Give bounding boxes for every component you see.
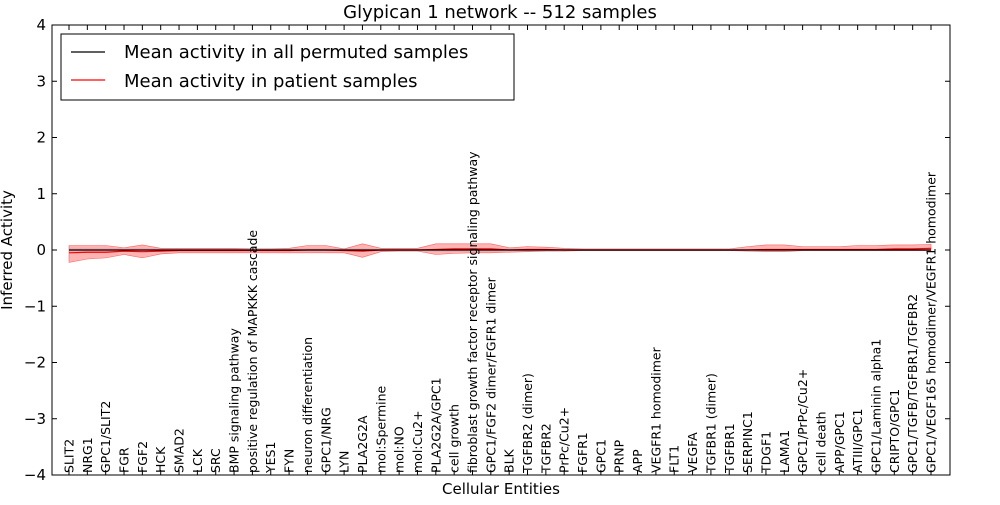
y-tick-label: 4 bbox=[36, 16, 46, 34]
x-tick-label: GPC1/SLIT2 bbox=[98, 401, 113, 473]
x-tick-label: positive regulation of MAPKKK cascade bbox=[245, 230, 260, 473]
x-tick-label: YES1 bbox=[263, 442, 278, 474]
x-tick-label: TGFBR1 bbox=[722, 423, 737, 474]
x-tick-label: FYN bbox=[282, 449, 297, 473]
x-tick-label: SERPINC1 bbox=[740, 411, 755, 473]
x-tick-label: SMAD2 bbox=[172, 428, 187, 473]
x-tick-label: VEGFR1 homodimer bbox=[648, 346, 663, 473]
y-axis-label: Inferred Activity bbox=[0, 190, 16, 310]
y-tick-label: 3 bbox=[36, 72, 46, 90]
y-tick-label: 1 bbox=[36, 185, 46, 203]
chart-title: Glypican 1 network -- 512 samples bbox=[343, 2, 657, 23]
y-tick-label: −1 bbox=[24, 297, 46, 315]
legend-label-patient: Mean activity in patient samples bbox=[124, 71, 418, 92]
x-tick-label: LAMA1 bbox=[777, 430, 792, 473]
x-tick-label: PLA2G2A/GPC1 bbox=[428, 377, 443, 473]
x-tick-label: PrPc/Cu2+ bbox=[557, 407, 572, 473]
x-tick-label: fibroblast growth factor receptor signal… bbox=[465, 151, 480, 473]
legend-box bbox=[60, 33, 515, 101]
x-tick-label: TDGF1 bbox=[758, 431, 773, 474]
x-tick-label: GPC1/PrPc/Cu2+ bbox=[795, 369, 810, 473]
x-tick-label: GPC1/FGF2 dimer/FGFR1 dimer bbox=[483, 276, 498, 473]
x-tick-label: cell death bbox=[813, 411, 828, 473]
x-tick-label: APP/GPC1 bbox=[832, 411, 847, 473]
plot-area bbox=[68, 243, 932, 263]
x-tick-label: HCK bbox=[153, 446, 168, 473]
x-tick-label: ATIII/GPC1 bbox=[850, 409, 865, 473]
series-band-1 bbox=[68, 243, 932, 263]
x-tick-label: GPC1/VEGF165 homodimer/VEGFR1 homodimer bbox=[924, 171, 939, 473]
x-tick-label: SLIT2 bbox=[62, 439, 77, 473]
x-axis: SLIT2 NRG1 GPC1/SLIT2 FGR FGF2 HCK SMAD2 LCK SRC… bbox=[62, 25, 939, 475]
x-tick-label: cell growth bbox=[447, 404, 462, 473]
y-axis: −4 −3 −2 −1 0 1 2 3 4 bbox=[24, 16, 950, 484]
x-tick-label: BMP signaling pathway bbox=[227, 328, 242, 473]
x-tick-label: TGFBR2 bbox=[538, 423, 553, 474]
legend: Mean activity in all permuted samples Me… bbox=[60, 33, 515, 101]
y-tick-label: 2 bbox=[36, 129, 46, 147]
x-axis-label: Cellular Entities bbox=[442, 480, 560, 498]
x-tick-label: GPC1/TGFB/TGFBR1/TGFBR2 bbox=[905, 294, 920, 473]
x-tick-label: FGR bbox=[117, 447, 132, 473]
x-tick-label: mol:Spermine bbox=[373, 385, 388, 473]
x-tick-label: CRIPTO/GPC1 bbox=[887, 389, 902, 473]
y-tick-label: −3 bbox=[24, 410, 46, 428]
x-tick-label: FLT1 bbox=[667, 445, 682, 473]
x-tick-label: TGFBR1 (dimer) bbox=[703, 373, 718, 474]
y-tick-label: −4 bbox=[24, 466, 46, 484]
legend-label-permuted: Mean activity in all permuted samples bbox=[124, 42, 468, 63]
x-tick-label: TGFBR2 (dimer) bbox=[520, 373, 535, 474]
x-tick-label: FGFR1 bbox=[575, 432, 590, 473]
x-tick-label: mol:Cu2+ bbox=[410, 410, 425, 473]
x-tick-label: LYN bbox=[337, 451, 352, 473]
x-tick-label: GPC1 bbox=[593, 439, 608, 473]
x-tick-label: APP bbox=[630, 449, 645, 473]
x-tick-label: SRC bbox=[208, 448, 223, 473]
x-tick-label: PRNP bbox=[612, 439, 627, 473]
x-tick-label: neuron differentiation bbox=[300, 337, 315, 473]
x-tick-label: PLA2G2A bbox=[355, 415, 370, 473]
y-tick-label: −2 bbox=[24, 354, 46, 372]
y-tick-label: 0 bbox=[36, 241, 46, 259]
x-tick-label: VEGFA bbox=[685, 432, 700, 473]
x-tick-label: NRG1 bbox=[80, 437, 95, 473]
x-tick-label: GPC1/NRG bbox=[318, 407, 333, 473]
x-tick-label: GPC1/Laminin alpha1 bbox=[868, 339, 883, 473]
x-tick-label: mol:NO bbox=[392, 426, 407, 473]
x-tick-label: FGF2 bbox=[135, 441, 150, 473]
x-tick-label: LCK bbox=[190, 448, 205, 473]
x-tick-label: BLK bbox=[502, 448, 517, 473]
